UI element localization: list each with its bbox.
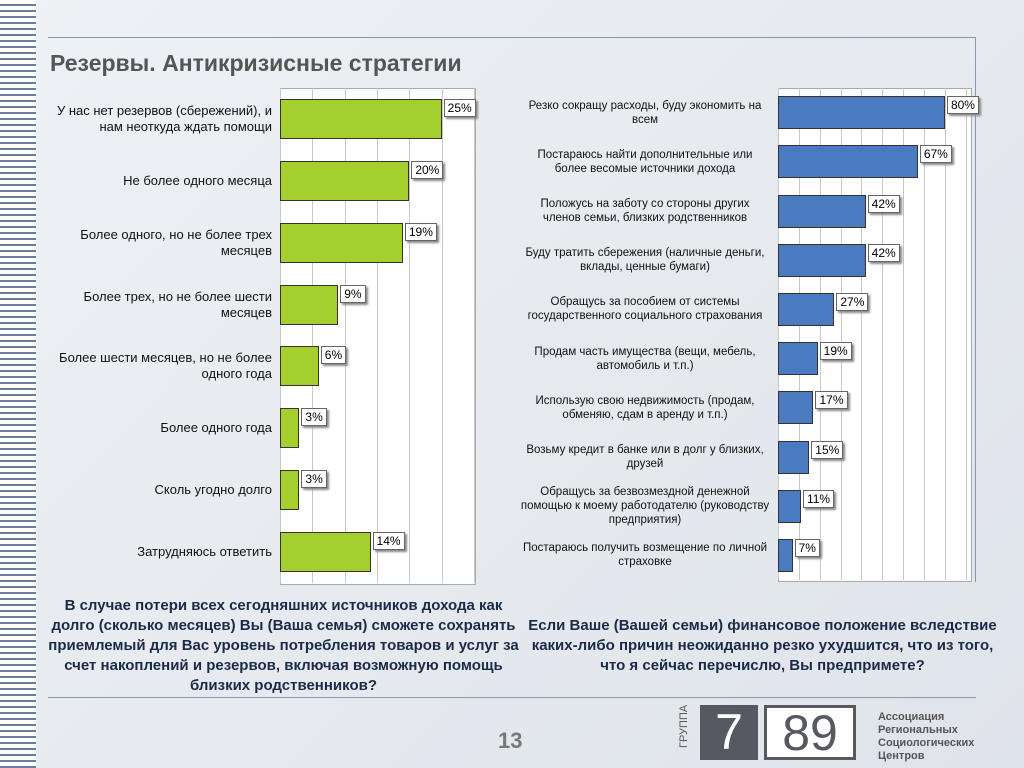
logo-7: 7 (700, 705, 758, 760)
value-label: 42% (867, 243, 900, 262)
bar (778, 538, 793, 572)
value-label: 80% (946, 96, 979, 115)
category-label: Более трех, но не более шести месяцев (83, 288, 272, 320)
category-label: Затрудняюсь ответить (137, 544, 272, 560)
grid-line (778, 88, 779, 580)
category-label: Постараюсь получить возмещение по личной… (522, 542, 768, 569)
value-label: 67% (919, 145, 952, 164)
grid-line (840, 88, 842, 580)
bar (280, 98, 442, 139)
value-label: 19% (819, 342, 852, 361)
bar (778, 194, 866, 228)
logo-89: 89 (764, 705, 856, 760)
frame-top (48, 37, 976, 38)
grid-line (882, 88, 884, 580)
bar (778, 489, 801, 523)
decor-stripes (0, 0, 36, 768)
category-label: Постараюсь найти дополнительные или боле… (537, 148, 753, 175)
bar (778, 342, 818, 376)
slide-title: Резервы. Антикризисные стратегии (50, 50, 462, 76)
frame-right (975, 37, 976, 582)
value-label: 9% (340, 284, 366, 303)
value-label: 25% (443, 98, 476, 117)
category-label: Использую свою недвижимость (продам, обм… (535, 394, 755, 421)
value-label: 15% (811, 440, 844, 459)
frame-bottom (48, 697, 976, 698)
category-label: Резко сокращу расходы, буду экономить на… (528, 99, 762, 126)
category-label: Сколь угодно долго (154, 482, 272, 498)
bar (778, 391, 814, 425)
bar (778, 243, 866, 277)
value-label: 27% (836, 292, 869, 311)
category-label: Обращусь за безвозмездной денежной помощ… (520, 486, 770, 527)
value-label: 14% (372, 532, 405, 551)
category-label: Более шести месяцев, но не более одного … (59, 350, 272, 382)
logo-group: ГРУППА (678, 704, 690, 748)
grid-line (861, 88, 863, 580)
value-label: 11% (802, 489, 835, 508)
bar (778, 440, 810, 474)
value-label: 3% (301, 470, 327, 489)
category-label: Обращусь за пособием от системы государс… (527, 296, 763, 323)
page-number: 13 (498, 728, 523, 753)
question: В случае потери всех сегодняшних источни… (48, 597, 519, 694)
category-label: У нас нет резервов (сбережений), и нам н… (56, 102, 272, 134)
value-label: 19% (404, 222, 437, 241)
grid-line (798, 88, 800, 580)
bar (280, 532, 371, 573)
category-label: Продам часть имущества (вещи, мебель, ав… (534, 345, 756, 372)
bar (778, 96, 945, 130)
bar (778, 145, 918, 179)
grid-line (944, 88, 946, 580)
grid-line (312, 88, 314, 583)
bar (280, 346, 319, 387)
grid-line (344, 88, 346, 583)
category-label: Более одного года (160, 420, 272, 436)
grid-line (474, 88, 475, 583)
value-label: 42% (867, 194, 900, 213)
bar (280, 470, 300, 511)
grid-line (965, 88, 967, 580)
category-label: Не более одного месяца (123, 172, 272, 188)
logo-text: Ассоциация Региональных Социологических … (878, 711, 975, 762)
category-label: Положусь на заботу со стороны других чле… (540, 197, 750, 224)
grid-line (441, 88, 443, 583)
category-label: Возьму кредит в банке или в долг у близк… (526, 443, 764, 470)
bar (280, 284, 339, 325)
bar (280, 222, 403, 263)
category-label: Буду тратить сбережения (наличные деньги… (525, 247, 765, 274)
grid-line (409, 88, 411, 583)
bar (280, 160, 410, 201)
category-label: Более одного, но не более трех месяцев (80, 226, 272, 258)
bar (280, 408, 300, 449)
value-label: 20% (411, 160, 444, 179)
grid-line (924, 88, 926, 580)
bar (778, 292, 835, 326)
grid-line (819, 88, 821, 580)
value-label: 3% (301, 408, 327, 427)
grid-line (280, 88, 281, 583)
value-label: 17% (815, 391, 848, 410)
grid-line (377, 88, 378, 583)
question: Если Ваше (Вашей семьи) финансовое полож… (528, 617, 997, 674)
grid-line (903, 88, 905, 580)
value-label: 7% (794, 538, 820, 557)
value-label: 6% (320, 346, 347, 365)
